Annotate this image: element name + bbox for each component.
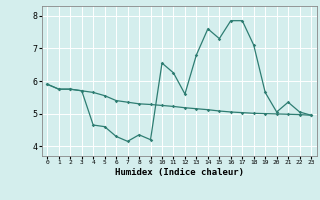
X-axis label: Humidex (Indice chaleur): Humidex (Indice chaleur) <box>115 168 244 177</box>
